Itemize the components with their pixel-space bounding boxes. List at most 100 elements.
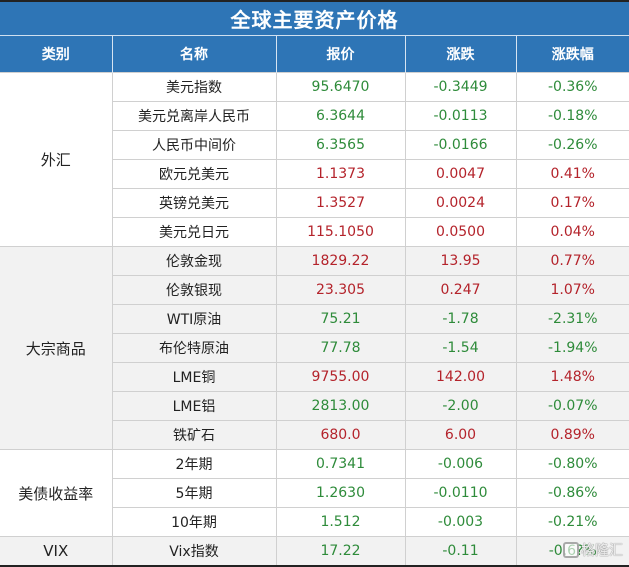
asset-change-pct: 0.41% <box>515 159 629 189</box>
asset-change-pct: 0.04% <box>515 217 629 247</box>
asset-change: 142.00 <box>404 362 517 392</box>
asset-name: 10年期 <box>112 507 277 537</box>
header-price: 报价 <box>275 36 406 73</box>
asset-name: Vix指数 <box>111 536 277 567</box>
category-cell: 外汇 <box>0 72 113 247</box>
table-row: LME铝 2813.00 -2.00 -0.07% <box>0 391 629 421</box>
asset-change-pct: -0.80% <box>515 449 629 479</box>
asset-name: 2年期 <box>111 449 277 479</box>
asset-name: 欧元兑美元 <box>112 159 277 189</box>
asset-price: 77.78 <box>275 333 406 363</box>
asset-change: 6.00 <box>404 420 517 450</box>
asset-change-pct: -0.07% <box>515 391 629 421</box>
table-row: 伦敦银现 23.305 0.247 1.07% <box>0 275 629 305</box>
table-row: VIX Vix指数 17.22 -0.11 -0.6?% <box>0 536 629 567</box>
asset-change-pct: -0.18% <box>515 101 629 131</box>
asset-price: 9755.00 <box>275 362 406 392</box>
asset-change: 0.0047 <box>404 159 517 189</box>
table-row: 人民币中间价 6.3565 -0.0166 -0.26% <box>0 130 629 160</box>
asset-change: -0.003 <box>404 507 517 537</box>
asset-change: -0.0166 <box>404 130 517 160</box>
table-row: LME铜 9755.00 142.00 1.48% <box>0 362 629 392</box>
asset-change-pct: -0.26% <box>515 130 629 160</box>
asset-change: -2.00 <box>404 391 517 421</box>
asset-change: 13.95 <box>404 246 517 276</box>
table-row: 5年期 1.2630 -0.0110 -0.86% <box>0 478 629 508</box>
table-body: 外汇 美元指数 95.6470 -0.3449 -0.36% 美元兑离岸人民币 … <box>0 72 629 567</box>
header-category: 类别 <box>0 36 113 73</box>
asset-price: 75.21 <box>275 304 406 334</box>
asset-change: -1.54 <box>404 333 517 363</box>
asset-name: 伦敦金现 <box>111 246 277 276</box>
asset-change-pct: -0.36% <box>515 72 629 102</box>
asset-price: 1.512 <box>275 507 406 537</box>
watermark: 格隆汇 <box>563 540 623 560</box>
asset-change: -1.78 <box>404 304 517 334</box>
asset-change: -0.006 <box>404 449 517 479</box>
asset-change-pct: -2.31% <box>515 304 629 334</box>
asset-price: 1.2630 <box>275 478 406 508</box>
asset-price-table: 类别 名称 报价 涨跌 涨跌幅 外汇 美元指数 95.6470 -0.3449 … <box>0 36 629 567</box>
asset-name: 英镑兑美元 <box>112 188 277 218</box>
asset-change: 0.0024 <box>404 188 517 218</box>
category-cell: 大宗商品 <box>0 246 113 450</box>
asset-price: 6.3644 <box>275 101 406 131</box>
asset-change-pct: 0.17% <box>515 188 629 218</box>
asset-name: 美元兑日元 <box>112 217 277 247</box>
asset-change: -0.3449 <box>404 72 517 102</box>
asset-change-pct: -0.21% <box>515 507 629 537</box>
asset-price: 1.3527 <box>275 188 406 218</box>
table-row: 欧元兑美元 1.1373 0.0047 0.41% <box>0 159 629 189</box>
asset-change-pct: -1.94% <box>515 333 629 363</box>
asset-change-pct: 0.89% <box>515 420 629 450</box>
header-row: 类别 名称 报价 涨跌 涨跌幅 <box>0 36 629 73</box>
asset-price: 115.1050 <box>275 217 406 247</box>
asset-change: 0.247 <box>404 275 517 305</box>
asset-name: LME铝 <box>112 391 277 421</box>
asset-price: 6.3565 <box>275 130 406 160</box>
watermark-logo-icon <box>563 542 579 558</box>
asset-change-pct: -0.86% <box>515 478 629 508</box>
table-row: 美元兑日元 115.1050 0.0500 0.04% <box>0 217 629 247</box>
table-row: 英镑兑美元 1.3527 0.0024 0.17% <box>0 188 629 218</box>
asset-change-pct: 0.77% <box>515 246 629 276</box>
asset-name: 布伦特原油 <box>112 333 277 363</box>
table-row: WTI原油 75.21 -1.78 -2.31% <box>0 304 629 334</box>
table-row: 10年期 1.512 -0.003 -0.21% <box>0 507 629 537</box>
asset-name: 伦敦银现 <box>112 275 277 305</box>
table-row: 布伦特原油 77.78 -1.54 -1.94% <box>0 333 629 363</box>
header-change-pct: 涨跌幅 <box>515 36 629 73</box>
category-cell: 美债收益率 <box>0 449 113 537</box>
asset-price: 23.305 <box>275 275 406 305</box>
table-row: 美债收益率 2年期 0.7341 -0.006 -0.80% <box>0 449 629 537</box>
asset-change: -0.11 <box>404 536 517 567</box>
sheet-title: 全球主要资产价格 <box>0 2 629 36</box>
header-change: 涨跌 <box>404 36 517 73</box>
table-row: 外汇 美元指数 95.6470 -0.3449 -0.36% <box>0 72 629 247</box>
category-cell: VIX <box>0 536 113 567</box>
asset-change-pct: 1.48% <box>515 362 629 392</box>
asset-name: 美元兑离岸人民币 <box>112 101 277 131</box>
asset-name: 铁矿石 <box>112 420 277 450</box>
asset-price: 95.6470 <box>275 72 406 102</box>
watermark-text: 格隆汇 <box>581 543 623 559</box>
table-row: 大宗商品 伦敦金现 1829.22 13.95 0.77% <box>0 246 629 450</box>
asset-change: -0.0110 <box>404 478 517 508</box>
table-row: 铁矿石 680.0 6.00 0.89% <box>0 420 629 450</box>
asset-change-pct: 1.07% <box>515 275 629 305</box>
asset-price: 0.7341 <box>275 449 406 479</box>
asset-price: 2813.00 <box>275 391 406 421</box>
asset-price: 17.22 <box>275 536 406 567</box>
asset-change: -0.0113 <box>404 101 517 131</box>
asset-price: 1.1373 <box>275 159 406 189</box>
asset-price: 1829.22 <box>275 246 406 276</box>
asset-change: 0.0500 <box>404 217 517 247</box>
asset-name: 5年期 <box>112 478 277 508</box>
asset-name: LME铜 <box>112 362 277 392</box>
asset-name: WTI原油 <box>112 304 277 334</box>
header-name: 名称 <box>111 36 277 73</box>
asset-price: 680.0 <box>275 420 406 450</box>
asset-name: 美元指数 <box>111 72 277 102</box>
asset-name: 人民币中间价 <box>112 130 277 160</box>
